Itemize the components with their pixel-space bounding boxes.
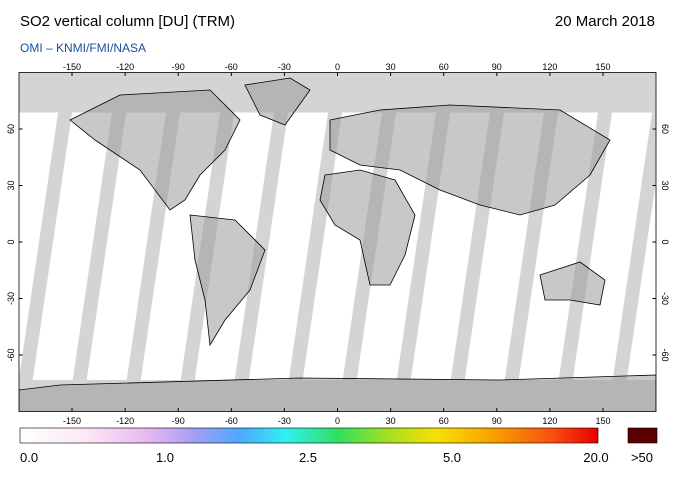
date: 20 March 2018	[555, 13, 655, 30]
title: SO2 vertical column [DU] (TRM)	[20, 13, 235, 30]
lon-label: -150	[63, 62, 81, 72]
colorbar-label: 1.0	[156, 450, 174, 465]
landmass	[19, 374, 656, 412]
orbit-gap	[68, 72, 132, 412]
lon-label: 90	[492, 62, 502, 72]
lon-label: 60	[439, 62, 449, 72]
colorbar-label: 20.0	[583, 450, 608, 465]
lat-label: -60	[660, 348, 670, 361]
lat-label: -30	[660, 292, 670, 305]
colorbar-overflow-label: >50	[631, 450, 653, 465]
orbit-gap	[554, 72, 618, 412]
orbit-gap	[608, 85, 656, 412]
lon-label: 150	[595, 416, 610, 426]
landmass	[69, 89, 241, 211]
lat-label: -30	[6, 292, 16, 305]
lon-label: 150	[595, 62, 610, 72]
lon-label: 120	[542, 416, 557, 426]
lon-label: 30	[386, 62, 396, 72]
lat-label: 30	[660, 181, 670, 191]
colorbar	[19, 427, 599, 444]
lon-label: 30	[386, 416, 396, 426]
orbit-gap	[284, 72, 348, 412]
lon-label: -30	[278, 62, 291, 72]
landmass	[319, 169, 416, 286]
lon-label: -60	[225, 62, 238, 72]
lon-label: 90	[492, 416, 502, 426]
lon-label: -120	[116, 62, 134, 72]
lat-label: -60	[6, 348, 16, 361]
landmass	[329, 104, 611, 216]
landmass	[189, 214, 266, 347]
colorbar-overflow	[627, 427, 658, 444]
colorbar-label: 2.5	[299, 450, 317, 465]
lon-label: 120	[542, 62, 557, 72]
landmass	[539, 261, 606, 306]
lon-label: -150	[63, 416, 81, 426]
lat-label: 60	[660, 124, 670, 134]
map	[19, 72, 656, 412]
lon-label: 0	[335, 416, 340, 426]
lon-label: -120	[116, 416, 134, 426]
lat-label: 60	[6, 124, 16, 134]
landmass	[244, 77, 311, 126]
source: OMI – KNMI/FMI/NASA	[20, 41, 146, 55]
orbit-gap	[19, 72, 24, 106]
lon-label: -60	[225, 416, 238, 426]
lat-label: 0	[660, 239, 670, 244]
colorbar-label: 5.0	[443, 450, 461, 465]
lon-label: -30	[278, 416, 291, 426]
lon-label: -90	[172, 416, 185, 426]
lon-label: 0	[335, 62, 340, 72]
orbit-gap	[19, 72, 78, 412]
lon-label: -90	[172, 62, 185, 72]
orbit-gap	[230, 72, 294, 412]
lat-label: 30	[6, 181, 16, 191]
lon-label: 60	[439, 416, 449, 426]
lat-label: 0	[6, 239, 16, 244]
colorbar-label: 0.0	[20, 450, 38, 465]
